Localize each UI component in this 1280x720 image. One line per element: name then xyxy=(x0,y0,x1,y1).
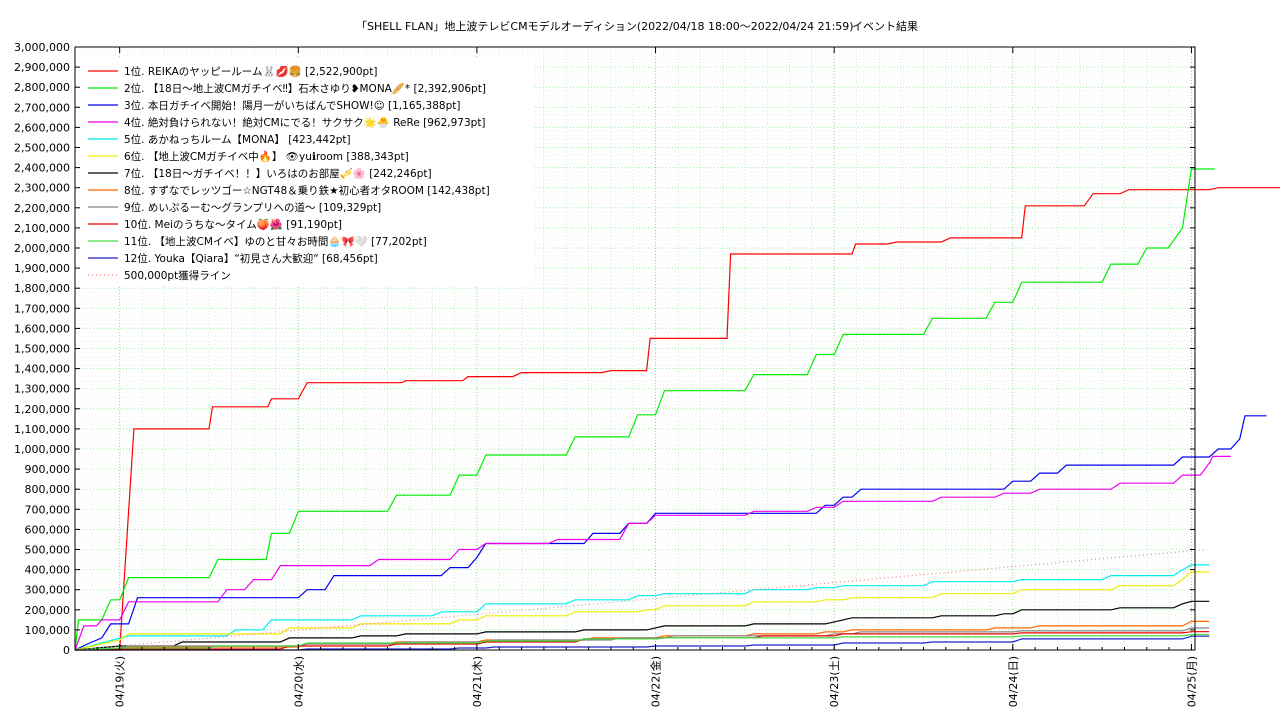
chart-title: 「SHELL FLAN」地上波テレビCMモデルオーディション(2022/04/1… xyxy=(356,19,854,33)
series-line-5 xyxy=(74,564,1210,651)
legend-label: 10位. Meiのうちな〜タイム🍑🌺 [91,190pt] xyxy=(124,218,342,231)
y-tick-label: 1,500,000 xyxy=(14,343,70,356)
series-layer xyxy=(74,168,1280,651)
x-tick-label: 04/25(月) xyxy=(1185,656,1198,707)
series-line-1 xyxy=(75,187,1280,651)
x-tick-label: 04/24(日) xyxy=(1007,656,1020,707)
y-tick-label: 0 xyxy=(63,644,70,657)
y-tick-label: 2,800,000 xyxy=(14,81,70,94)
legend-label: 1位. REIKAのヤッピールーム🐰💋🍔 [2,522,900pt] xyxy=(124,65,377,78)
series-line-2 xyxy=(74,168,1215,651)
y-tick-label: 900,000 xyxy=(25,463,71,476)
y-tick-label: 500,000 xyxy=(25,544,71,557)
y-tick-label: 2,300,000 xyxy=(14,182,70,195)
x-tick-label: 04/20(水) xyxy=(292,656,305,707)
y-tick-label: 2,500,000 xyxy=(14,142,70,155)
legend-label: 6位. 【地上波CMガチイベ中🔥】 👁yuℹroom [388,343pt] xyxy=(124,150,409,163)
y-tick-label: 600,000 xyxy=(25,523,71,536)
y-tick-label: 1,700,000 xyxy=(14,302,70,315)
y-tick-label: 1,000,000 xyxy=(14,443,70,456)
axes: 0 100,000 200,000 300,000 400,000 500,000 600,… xyxy=(14,41,1198,707)
y-tick-label: 200,000 xyxy=(25,604,71,617)
y-tick-label: 1,300,000 xyxy=(14,383,70,396)
legend-label: 500,000pt獲得ライン xyxy=(124,269,231,282)
x-tick-label: 04/19(火) xyxy=(114,656,127,707)
series-line-7 xyxy=(74,600,1210,651)
y-tick-label: 1,200,000 xyxy=(14,403,70,416)
y-tick-label: 2,100,000 xyxy=(14,222,70,235)
y-tick-label: 2,900,000 xyxy=(14,61,70,74)
legend: 1位. REIKAのヤッピールーム🐰💋🍔 [2,522,900pt] 2位. 【1… xyxy=(80,58,532,286)
series-line-12 xyxy=(75,635,1210,651)
chart-subtitle: イベント結果 xyxy=(852,19,918,33)
y-tick-label: 700,000 xyxy=(25,503,71,516)
legend-label: 4位. 絶対負けられない！絶対CMにでる！サクサク🌟🐣 ReRe [962,97… xyxy=(124,116,486,129)
y-tick-label: 800,000 xyxy=(25,483,71,496)
x-tick-label: 04/21(木) xyxy=(471,656,484,707)
legend-label: 2位. 【18日〜地上波CMガチイベ‼】石木さゆり❥MONA🥖* [2,392,… xyxy=(124,82,486,95)
legend-box xyxy=(80,58,532,286)
y-tick-label: 2,000,000 xyxy=(14,242,70,255)
x-tick-label: 04/22(金) xyxy=(649,656,663,707)
legend-label: 12位. Youka【Qiara】“初見さん大歓迎“ [68,456pt] xyxy=(124,252,378,265)
y-tick-label: 1,900,000 xyxy=(14,262,70,275)
legend-label: 9位. めいぷるーむ〜グランプリへの道〜 [109,329pt] xyxy=(124,201,381,214)
legend-label: 7位. 【18日〜ガチイベ！！】いろはのお部屋🎺🌸 [242,246pt] xyxy=(124,167,432,180)
series-line-11 xyxy=(74,633,1210,651)
y-tick-label: 300,000 xyxy=(25,584,71,597)
y-tick-label: 2,700,000 xyxy=(14,101,70,114)
series-line-3 xyxy=(74,415,1267,651)
y-tick-label: 3,000,000 xyxy=(14,41,70,54)
legend-label: 11位. 【地上波CMイベ】ゆのと甘々お時間🧁🎀🤍 [77,202pt] xyxy=(124,235,427,248)
y-tick-label: 2,200,000 xyxy=(14,202,70,215)
series-line-4 xyxy=(74,455,1231,651)
legend-label: 5位. あかねっちルーム【MONA】 [423,442pt] xyxy=(124,133,351,146)
y-tick-label: 100,000 xyxy=(25,624,71,637)
x-tick-label: 04/23(土) xyxy=(828,656,841,707)
y-tick-label: 400,000 xyxy=(25,564,71,577)
y-tick-label: 1,400,000 xyxy=(14,363,70,376)
y-tick-label: 1,100,000 xyxy=(14,423,70,436)
legend-label: 8位. すずなでレッツゴー☆NGT48＆乗り鉄★初心者オタROOM [142,4… xyxy=(124,184,490,197)
series-line-6 xyxy=(74,571,1210,651)
y-tick-label: 1,800,000 xyxy=(14,282,70,295)
legend-label: 3位. 本日ガチイベ開始！陽月一がいちばんでSHOW!☺ [1,165,388p… xyxy=(124,99,460,112)
y-tick-label: 2,400,000 xyxy=(14,162,70,175)
y-tick-label: 2,600,000 xyxy=(14,121,70,134)
series-line-13 xyxy=(74,548,1206,651)
y-tick-label: 1,600,000 xyxy=(14,322,70,335)
